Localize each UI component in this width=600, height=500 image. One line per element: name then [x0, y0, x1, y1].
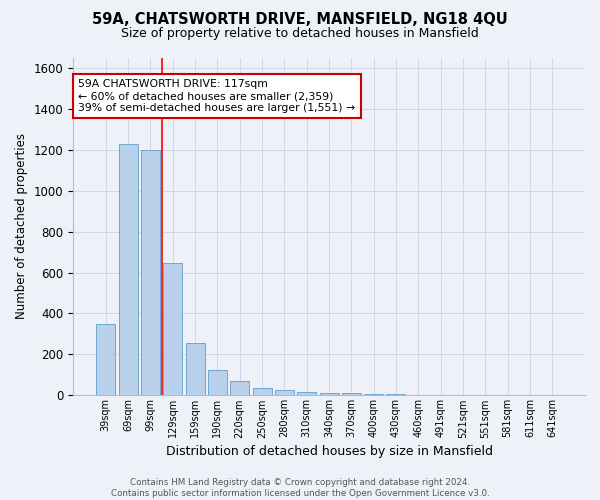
Bar	[364, 394, 383, 396]
Bar	[208, 370, 227, 396]
Bar	[119, 144, 137, 396]
Bar	[163, 264, 182, 396]
Text: Size of property relative to detached houses in Mansfield: Size of property relative to detached ho…	[121, 28, 479, 40]
Bar	[185, 342, 205, 396]
X-axis label: Distribution of detached houses by size in Mansfield: Distribution of detached houses by size …	[166, 444, 493, 458]
Text: 59A CHATSWORTH DRIVE: 117sqm
← 60% of detached houses are smaller (2,359)
39% of: 59A CHATSWORTH DRIVE: 117sqm ← 60% of de…	[78, 80, 355, 112]
Bar	[96, 324, 115, 396]
Bar	[275, 390, 294, 396]
Bar	[297, 392, 316, 396]
Bar	[342, 394, 361, 396]
Bar	[253, 388, 272, 396]
Bar	[141, 150, 160, 396]
Text: Contains HM Land Registry data © Crown copyright and database right 2024.
Contai: Contains HM Land Registry data © Crown c…	[110, 478, 490, 498]
Y-axis label: Number of detached properties: Number of detached properties	[15, 134, 28, 320]
Bar	[230, 381, 249, 396]
Bar	[386, 394, 406, 396]
Text: 59A, CHATSWORTH DRIVE, MANSFIELD, NG18 4QU: 59A, CHATSWORTH DRIVE, MANSFIELD, NG18 4…	[92, 12, 508, 28]
Bar	[320, 394, 338, 396]
